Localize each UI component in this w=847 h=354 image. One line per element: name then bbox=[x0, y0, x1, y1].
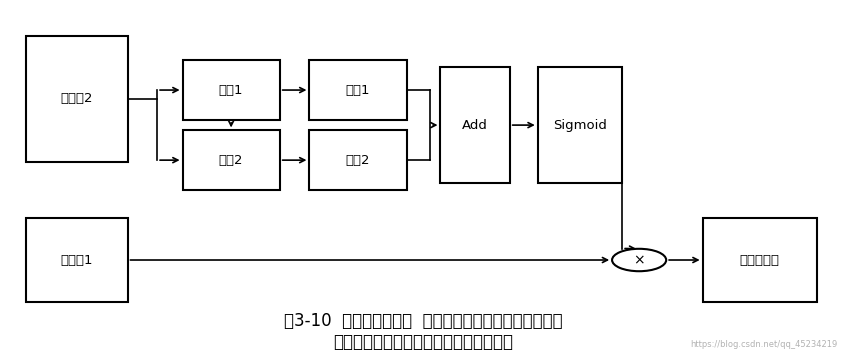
Text: ×: × bbox=[634, 253, 645, 267]
Text: Add: Add bbox=[462, 119, 488, 132]
Text: https://blog.csdn.net/qq_45234219: https://blog.csdn.net/qq_45234219 bbox=[690, 340, 838, 349]
Text: 卷积1: 卷积1 bbox=[219, 84, 243, 97]
Text: 卷积2: 卷积2 bbox=[219, 154, 243, 167]
Bar bbox=[182, 130, 280, 190]
Circle shape bbox=[612, 249, 667, 271]
Bar bbox=[182, 60, 280, 120]
Bar bbox=[26, 218, 128, 302]
Text: 卷积1: 卷积1 bbox=[346, 84, 370, 97]
Text: 图3-10  空间注意力模型  其中特征图１表示当前通道特征: 图3-10 空间注意力模型 其中特征图１表示当前通道特征 bbox=[285, 312, 562, 330]
Bar bbox=[538, 67, 623, 183]
Bar bbox=[702, 218, 817, 302]
Text: Sigmoid: Sigmoid bbox=[553, 119, 607, 132]
Text: 特征图2: 特征图2 bbox=[60, 92, 93, 105]
Text: 卷积2: 卷积2 bbox=[346, 154, 370, 167]
Bar bbox=[309, 130, 407, 190]
Bar bbox=[309, 60, 407, 120]
Text: 特征图２表示经过通道注意力的高维特征: 特征图２表示经过通道注意力的高维特征 bbox=[334, 333, 513, 352]
Bar bbox=[26, 36, 128, 162]
Text: 特征图1: 特征图1 bbox=[60, 253, 93, 267]
Bar bbox=[440, 67, 510, 183]
Text: 输出特征图: 输出特征图 bbox=[739, 253, 779, 267]
